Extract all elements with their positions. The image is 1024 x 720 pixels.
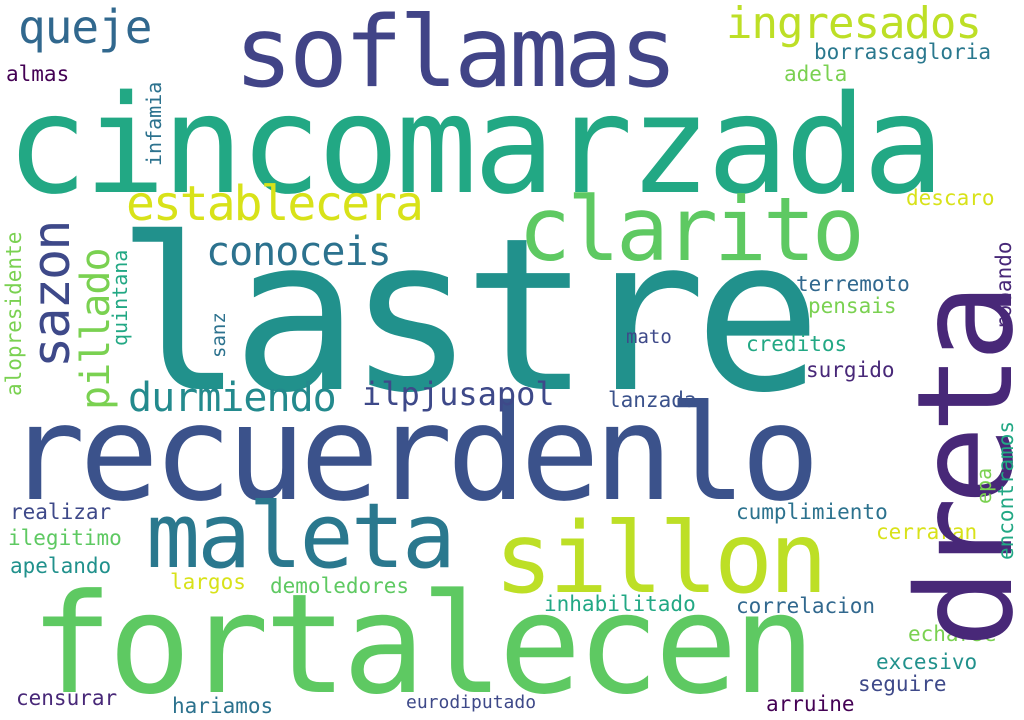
word-descaro: descaro: [906, 186, 995, 210]
word-seguire: seguire: [858, 672, 947, 696]
word-arruine: arruine: [766, 692, 855, 716]
word-demoledores: demoledores: [270, 574, 410, 598]
word-clarito: clarito: [518, 178, 865, 281]
word-ilegitimo: ilegitimo: [8, 526, 122, 550]
word-recuerdenlo: recuerdenlo: [6, 377, 820, 531]
word-lanzada: lanzada: [608, 388, 697, 412]
word-establecera: establecera: [126, 176, 424, 232]
word-surgido: surgido: [806, 358, 895, 382]
word-apelando: apelando: [10, 554, 112, 578]
word-correlacion: correlacion: [736, 594, 876, 618]
word-queje: queje: [18, 0, 152, 54]
word-terremoto: terremoto: [796, 272, 910, 296]
word-alopresidente: alopresidente: [2, 231, 26, 396]
word-inhabilitado: inhabilitado: [544, 592, 696, 616]
word-mato: mato: [626, 326, 672, 348]
word-soflamas: soflamas: [234, 0, 678, 110]
word-censurar: censurar: [16, 686, 118, 710]
word-ilpjusapol: ilpjusapol: [362, 375, 555, 413]
word-cumplimiento: cumplimiento: [736, 500, 888, 524]
word-durmiendo: durmiendo: [128, 375, 337, 421]
word-almas: almas: [6, 62, 70, 86]
word-quintana: quintana: [108, 249, 132, 346]
word-conoceis: conoceis: [206, 229, 392, 275]
word-encontramos: encontramos: [994, 420, 1018, 560]
word-epa: epa: [972, 467, 996, 504]
word-borrascagloria: borrascagloria: [814, 40, 992, 64]
word-cerraran: cerraran: [876, 520, 978, 544]
word-infamia: infamia: [142, 81, 166, 166]
word-ingresados: ingresados: [726, 0, 982, 49]
word-creditos: creditos: [746, 332, 848, 356]
word-cincomarzada: cincomarzada: [6, 67, 945, 225]
word-lastre: lastre: [116, 192, 822, 439]
word-largos: largos: [170, 570, 246, 594]
word-fortalecen: fortalecen: [30, 564, 816, 720]
word-adela: adela: [784, 62, 848, 86]
word-pensais: pensais: [808, 294, 897, 318]
word-hariamos: hariamos: [172, 694, 274, 718]
word-eurodiputado: eurodiputado: [406, 692, 537, 713]
word-robando: robando: [992, 241, 1016, 330]
word-sillon: sillon: [494, 502, 828, 616]
word-sazon: sazon: [22, 221, 82, 368]
word-realizar: realizar: [10, 500, 112, 524]
word-excesivo: excesivo: [876, 650, 978, 674]
word-echarse: echarse: [908, 622, 997, 646]
word-maleta: maleta: [146, 484, 456, 589]
word-sanz: sanz: [208, 312, 230, 358]
